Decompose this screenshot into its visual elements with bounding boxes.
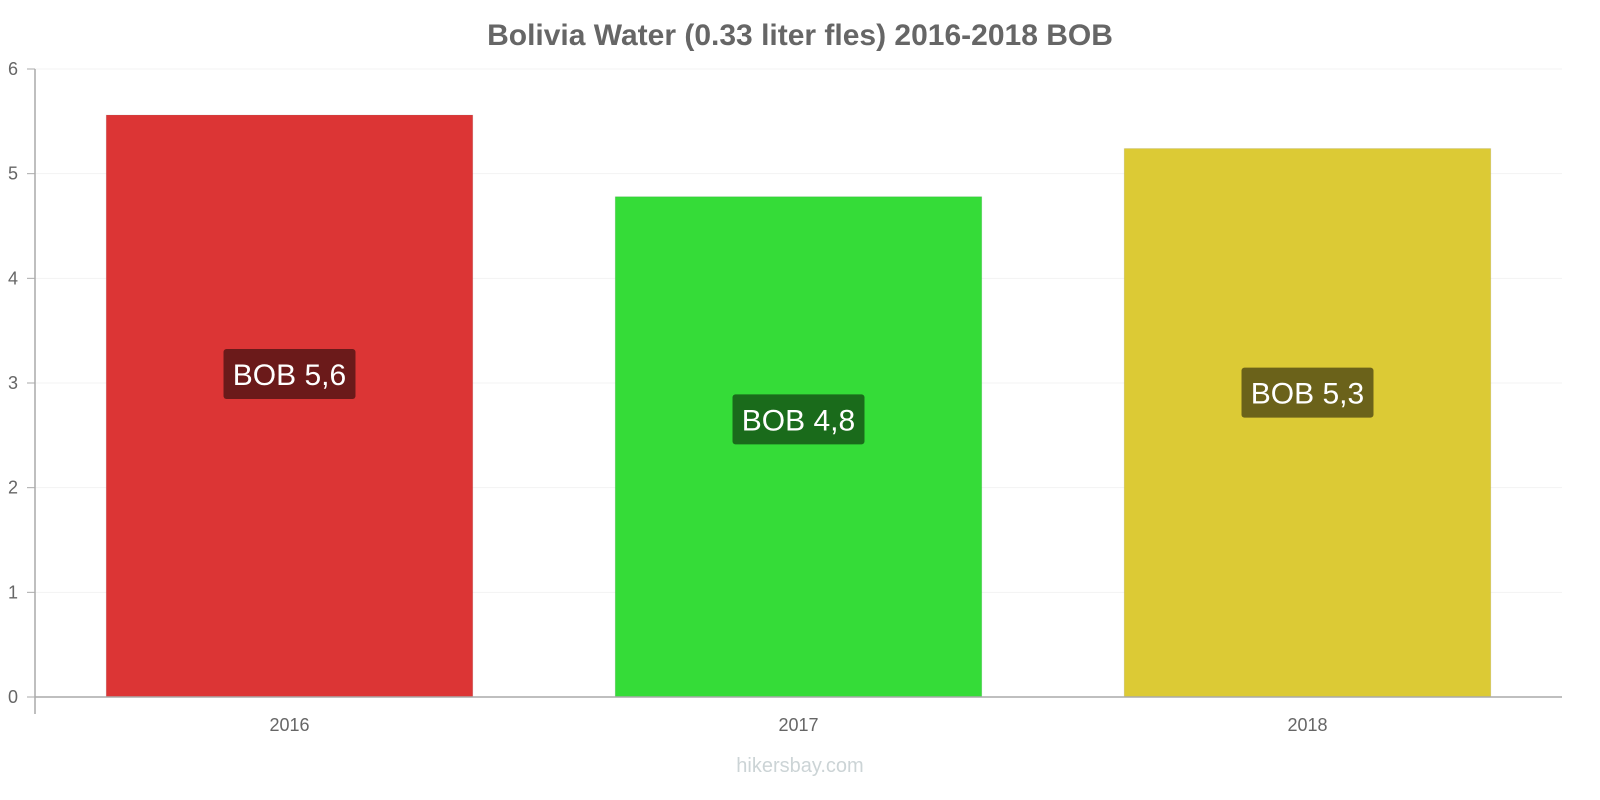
- x-tick-label: 2016: [269, 715, 309, 735]
- data-label-box: [1241, 367, 1374, 418]
- y-tick-label: 6: [8, 59, 18, 79]
- y-tick-label: 3: [8, 373, 18, 393]
- bar-2017: [614, 196, 983, 698]
- data-label: BOB 5,6: [233, 359, 346, 392]
- data-label-box: [223, 349, 356, 400]
- data-label: BOB 4,8: [742, 404, 855, 437]
- y-tick-label: 4: [8, 268, 18, 288]
- y-tick-label: 5: [8, 164, 18, 184]
- y-tick-label: 1: [8, 582, 18, 602]
- y-tick-label: 2: [8, 478, 18, 498]
- bar-2018: [1123, 148, 1492, 698]
- y-tick-label: 0: [8, 687, 18, 707]
- data-label-box: [732, 394, 865, 445]
- bar-2016: [105, 114, 474, 698]
- watermark: hikersbay.com: [736, 755, 863, 777]
- data-label: BOB 5,3: [1251, 378, 1364, 411]
- x-tick-label: 2017: [778, 715, 818, 735]
- chart-title: Bolivia Water (0.33 liter fles) 2016-201…: [487, 19, 1113, 52]
- x-tick-label: 2018: [1287, 715, 1327, 735]
